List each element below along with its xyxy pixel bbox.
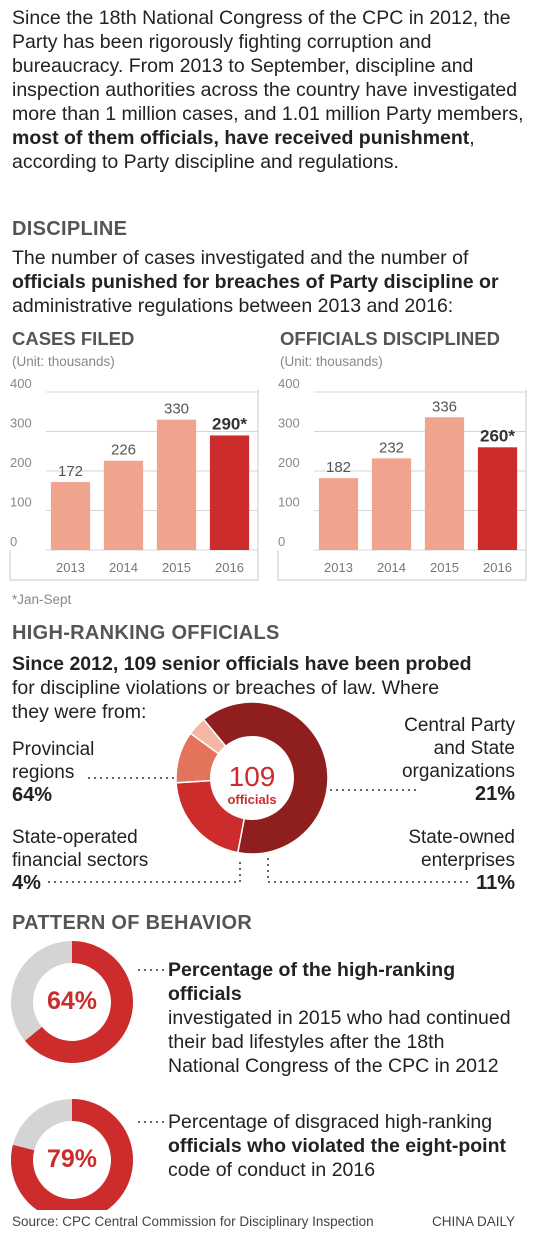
high-ranking-heading: HIGH-RANKING OFFICIALS <box>12 622 280 644</box>
officials-x-tick: 2014 <box>377 560 406 575</box>
pattern-desc-1-bold: Percentage of the high-ranking officials <box>168 959 456 1005</box>
label-financial-line: State-operated <box>12 827 138 848</box>
cases-y-tick: 400 <box>10 376 32 391</box>
discipline-desc-line: administrative regulations between 2013 … <box>12 295 454 317</box>
cases-frame <box>9 390 259 581</box>
officials-y-tick: 0 <box>278 534 285 549</box>
officials-value-label: 260* <box>480 426 515 445</box>
high-desc-line: they were from: <box>12 701 147 723</box>
label-financial-line: financial sectors <box>12 850 149 871</box>
cases-x-tick: 2016 <box>215 560 244 575</box>
cases-y-tick: 0 <box>10 534 17 549</box>
donut-79-label: 79% <box>47 1145 97 1173</box>
intro-bold-text: most of them officials, have received pu… <box>12 127 470 149</box>
officials-bar <box>371 458 412 550</box>
pattern-heading: PATTERN OF BEHAVIOR <box>12 912 253 934</box>
high-desc-bold: Since 2012, 109 senior officials have be… <box>12 653 472 675</box>
donut-64-label: 64% <box>47 987 97 1015</box>
pattern-desc-2-line: code of conduct in 2016 <box>168 1159 376 1181</box>
officials-value-label: 232 <box>379 439 404 456</box>
officials-x-tick: 2015 <box>430 560 459 575</box>
officials-x-tick: 2016 <box>483 560 512 575</box>
pattern-desc-1-line: National Congress of the CPC in 2012 <box>168 1055 499 1077</box>
pie-center-hole <box>210 736 294 820</box>
label-provincial-pct: 64% <box>12 784 53 806</box>
label-central-line: Central Party <box>404 715 515 736</box>
chart-cases-unit: (Unit: thousands) <box>12 354 115 369</box>
pie-center-number: 109 <box>229 761 276 792</box>
intro-text-end: , according to Party discipline and regu… <box>12 127 475 173</box>
cases-x-tick: 2015 <box>162 560 191 575</box>
officials-x-tick: 2013 <box>324 560 353 575</box>
high-ranking-pie-chart: 109 officials <box>48 701 468 883</box>
label-financial-pct: 4% <box>12 872 41 894</box>
label-provincial-line: Provincial <box>12 739 95 760</box>
cases-y-tick: 200 <box>10 455 32 470</box>
cases-value-label: 290* <box>212 414 247 433</box>
cases-bar <box>156 419 197 550</box>
officials-bar <box>424 417 465 550</box>
officials-value-label: 336 <box>432 398 457 415</box>
donut-arc <box>11 1099 133 1210</box>
officials-bar <box>318 478 359 550</box>
discipline-desc-bold: officials punished for breaches of Party… <box>12 271 499 293</box>
cases-value-label: 226 <box>111 442 136 459</box>
high-desc-line: for discipline violations or breaches of… <box>12 677 440 699</box>
label-enterprises-line: enterprises <box>421 850 515 871</box>
officials-value-label: 182 <box>326 459 351 476</box>
donut-64 <box>11 941 133 1063</box>
label-provincial-line: regions <box>12 762 75 783</box>
discipline-description: The number of cases investigated and the… <box>12 246 527 318</box>
discipline-heading: DISCIPLINE <box>12 218 128 240</box>
pattern-desc-2-bold: officials who violated the eight-point <box>168 1135 507 1157</box>
label-financial: State-operated financial sectors 4% <box>12 826 148 895</box>
label-enterprises-pct: 11% <box>476 872 515 894</box>
chart-officials-disciplined: 400 300 200 100 0 182 2013 232 2014 336 2015 260* 20… <box>277 376 527 581</box>
label-enterprises: State-owned enterprises 11% <box>408 826 515 895</box>
source-note: Source: CPC Central Commission for Disci… <box>12 1214 374 1229</box>
label-enterprises-line: State-owned <box>408 827 515 848</box>
label-central-line: organizations <box>401 761 515 782</box>
leader-line-enterprises <box>267 858 468 883</box>
intro-paragraph: Since the 18th National Congress of the … <box>12 6 527 174</box>
donut-79 <box>11 1099 133 1210</box>
cases-x-tick: 2014 <box>109 560 138 575</box>
label-central-line: and State <box>433 738 515 759</box>
brand-logo: CHINA DAILY <box>431 1214 515 1229</box>
officials-frame <box>277 390 527 581</box>
cases-y-tick: 100 <box>10 495 32 510</box>
donut-arc <box>25 941 133 1063</box>
chart-footnote: *Jan-Sept <box>12 592 72 607</box>
cases-value-label: 172 <box>58 463 83 480</box>
cases-bar <box>50 482 91 550</box>
cases-x-tick: 2013 <box>56 560 85 575</box>
chart-officials-unit: (Unit: thousands) <box>280 354 383 369</box>
pattern-donuts: 64% 79% <box>11 941 165 1210</box>
cases-value-label: 330 <box>164 401 189 418</box>
officials-bar <box>477 447 518 550</box>
discipline-desc-line: The number of cases investigated and the… <box>12 247 469 269</box>
label-central: Central Party and State organizations 21… <box>402 714 515 806</box>
intro-text: Since the 18th National Congress of the … <box>12 7 524 125</box>
cases-bar <box>209 435 250 550</box>
label-central-pct: 21% <box>474 783 515 805</box>
pattern-desc-2: Percentage of disgraced high-ranking off… <box>168 1110 528 1182</box>
officials-y-tick: 100 <box>278 495 300 510</box>
officials-y-tick: 200 <box>278 455 300 470</box>
leader-line-financial <box>48 862 241 883</box>
chart-officials-title: OFFICIALS DISCIPLINED <box>280 328 500 349</box>
cases-bar <box>103 460 144 550</box>
chart-cases-title: CASES FILED <box>12 328 135 349</box>
high-ranking-description: Since 2012, 109 senior officials have be… <box>12 652 527 724</box>
chart-cases-filed: 400 300 200 100 0 172 2013 226 2014 330 2015 290* 20… <box>9 376 259 581</box>
pattern-desc-2-line: Percentage of disgraced high-ranking <box>168 1111 493 1133</box>
pattern-desc-1-line: investigated in 2015 who had continued <box>168 1007 511 1029</box>
pie-center-label: officials <box>227 792 276 807</box>
officials-y-tick: 400 <box>278 376 300 391</box>
cases-y-tick: 300 <box>10 416 32 431</box>
pattern-desc-1-line: their bad lifestyles after the 18th <box>168 1031 445 1053</box>
pattern-desc-1: Percentage of the high-ranking officials… <box>168 958 528 1078</box>
label-provincial: Provincial regions 64% <box>12 738 94 807</box>
officials-y-tick: 300 <box>278 416 300 431</box>
